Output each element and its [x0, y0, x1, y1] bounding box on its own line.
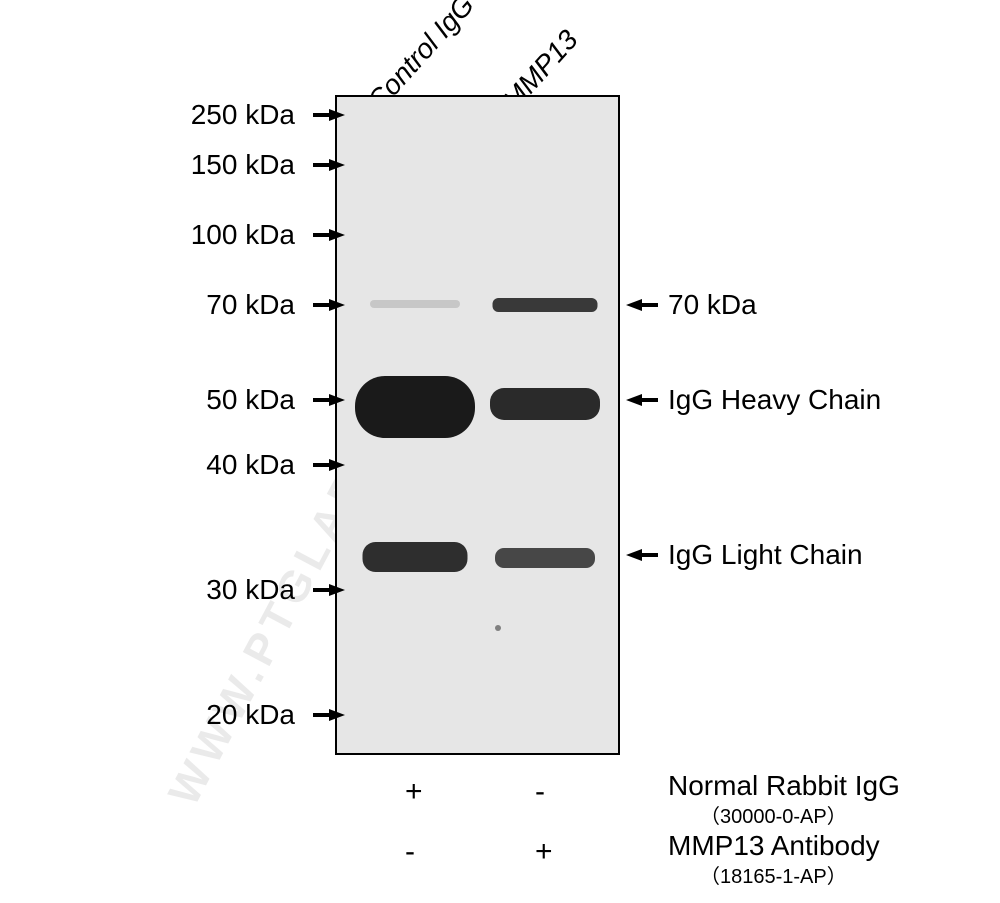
condition-indicator: + [535, 835, 553, 869]
marker-label: 70 kDa [206, 289, 295, 321]
marker-label: 250 kDa [191, 99, 295, 131]
antibody-catalog: （30000-0-AP） [700, 800, 847, 829]
arrow-left-icon [626, 549, 642, 561]
marker-label: 40 kDa [206, 449, 295, 481]
arrow-right-icon [329, 159, 345, 171]
arrow-right-icon [329, 459, 345, 471]
antibody-name: MMP13 Antibody [668, 830, 880, 862]
marker-label: 20 kDa [206, 699, 295, 731]
arrow-right-icon [329, 109, 345, 121]
antibody-name: Normal Rabbit IgG [668, 770, 900, 802]
arrow-right-icon [329, 394, 345, 406]
band-annotation: IgG Heavy Chain [668, 384, 881, 416]
antibody-catalog: （18165-1-AP） [700, 860, 847, 889]
condition-indicator: + [405, 775, 423, 809]
arrow-right-icon [329, 584, 345, 596]
western-blot-figure: WWW.PTGLAB.COM Control IgG MMP13 250 kDa… [0, 0, 1000, 903]
arrow-right-icon [329, 229, 345, 241]
arrow-right-icon [329, 299, 345, 311]
arrow-left-icon [626, 299, 642, 311]
band-annotation: 70 kDa [668, 289, 757, 321]
marker-label: 100 kDa [191, 219, 295, 251]
marker-label: 30 kDa [206, 574, 295, 606]
band-annotation: IgG Light Chain [668, 539, 863, 571]
condition-indicator: - [535, 775, 545, 809]
marker-label: 150 kDa [191, 149, 295, 181]
blot-membrane [335, 95, 620, 755]
arrow-left-icon [626, 394, 642, 406]
condition-indicator: - [405, 835, 415, 869]
marker-label: 50 kDa [206, 384, 295, 416]
arrow-right-icon [329, 709, 345, 721]
